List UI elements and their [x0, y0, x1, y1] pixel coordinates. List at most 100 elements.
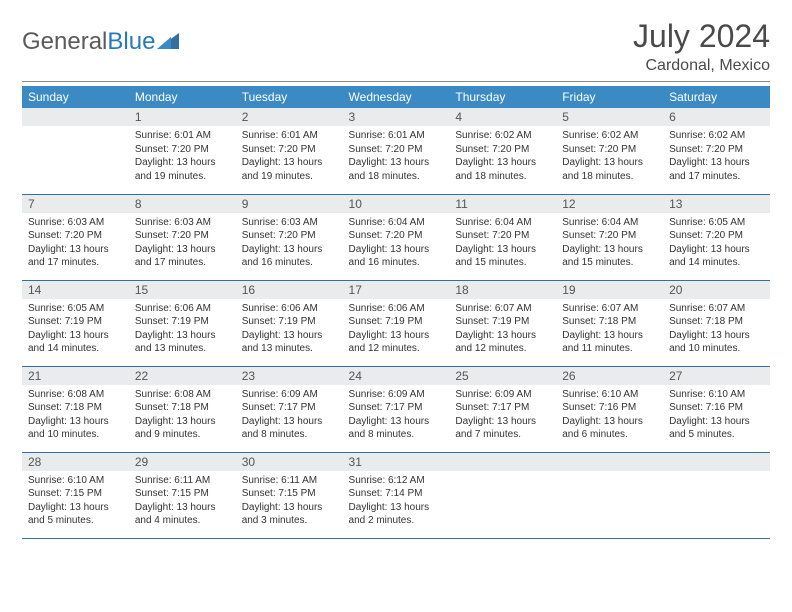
day-number: 10 [343, 195, 450, 213]
day-number: 25 [449, 367, 556, 385]
day-cell: 28Sunrise: 6:10 AMSunset: 7:15 PMDayligh… [22, 452, 129, 538]
day-text: Sunrise: 6:11 AMSunset: 7:15 PMDaylight:… [236, 471, 343, 532]
day-text: Sunrise: 6:10 AMSunset: 7:15 PMDaylight:… [22, 471, 129, 532]
day-cell: 7Sunrise: 6:03 AMSunset: 7:20 PMDaylight… [22, 194, 129, 280]
day-text: Sunrise: 6:04 AMSunset: 7:20 PMDaylight:… [449, 213, 556, 274]
day-text: Sunrise: 6:01 AMSunset: 7:20 PMDaylight:… [343, 126, 450, 187]
day-text: Sunrise: 6:04 AMSunset: 7:20 PMDaylight:… [556, 213, 663, 274]
day-line: and 12 minutes. [349, 342, 444, 356]
day-line: and 5 minutes. [28, 514, 123, 528]
day-line: and 18 minutes. [349, 170, 444, 184]
day-line: Daylight: 13 hours [242, 243, 337, 257]
col-thursday: Thursday [449, 86, 556, 108]
logo: GeneralBlue [22, 28, 179, 56]
divider [22, 81, 770, 82]
day-cell: 19Sunrise: 6:07 AMSunset: 7:18 PMDayligh… [556, 280, 663, 366]
day-line: Sunset: 7:19 PM [135, 315, 230, 329]
day-line: Sunset: 7:17 PM [455, 401, 550, 415]
day-line: Sunrise: 6:11 AM [135, 474, 230, 488]
day-line: Sunrise: 6:11 AM [242, 474, 337, 488]
day-number: 20 [663, 281, 770, 299]
day-number: 15 [129, 281, 236, 299]
day-line: and 2 minutes. [349, 514, 444, 528]
day-number: 23 [236, 367, 343, 385]
day-line: Daylight: 13 hours [135, 501, 230, 515]
location: Cardonal, Mexico [633, 57, 770, 75]
day-line: Daylight: 13 hours [455, 329, 550, 343]
day-line: and 18 minutes. [562, 170, 657, 184]
day-line: Sunset: 7:19 PM [455, 315, 550, 329]
day-line: Sunrise: 6:10 AM [669, 388, 764, 402]
day-line: Daylight: 13 hours [455, 156, 550, 170]
day-number: 26 [556, 367, 663, 385]
day-cell: 25Sunrise: 6:09 AMSunset: 7:17 PMDayligh… [449, 366, 556, 452]
day-line: Sunrise: 6:05 AM [669, 216, 764, 230]
day-cell: 2Sunrise: 6:01 AMSunset: 7:20 PMDaylight… [236, 108, 343, 194]
day-line: Sunrise: 6:01 AM [242, 129, 337, 143]
day-line: and 16 minutes. [242, 256, 337, 270]
day-line: Daylight: 13 hours [135, 415, 230, 429]
day-line: and 8 minutes. [349, 428, 444, 442]
col-saturday: Saturday [663, 86, 770, 108]
day-line: and 8 minutes. [242, 428, 337, 442]
day-line: and 9 minutes. [135, 428, 230, 442]
day-line: Sunrise: 6:08 AM [135, 388, 230, 402]
day-cell: 18Sunrise: 6:07 AMSunset: 7:19 PMDayligh… [449, 280, 556, 366]
day-cell: 14Sunrise: 6:05 AMSunset: 7:19 PMDayligh… [22, 280, 129, 366]
day-number: 7 [22, 195, 129, 213]
day-text: Sunrise: 6:06 AMSunset: 7:19 PMDaylight:… [129, 299, 236, 360]
day-line: Daylight: 13 hours [349, 501, 444, 515]
calendar-body: 1Sunrise: 6:01 AMSunset: 7:20 PMDaylight… [22, 108, 770, 538]
day-line: Sunset: 7:20 PM [349, 143, 444, 157]
day-line: Sunrise: 6:12 AM [349, 474, 444, 488]
day-line: Daylight: 13 hours [242, 156, 337, 170]
day-number: 3 [343, 108, 450, 126]
day-cell: 26Sunrise: 6:10 AMSunset: 7:16 PMDayligh… [556, 366, 663, 452]
day-line: Sunset: 7:19 PM [28, 315, 123, 329]
day-cell: 8Sunrise: 6:03 AMSunset: 7:20 PMDaylight… [129, 194, 236, 280]
day-line: and 16 minutes. [349, 256, 444, 270]
day-text: Sunrise: 6:02 AMSunset: 7:20 PMDaylight:… [449, 126, 556, 187]
day-line: and 19 minutes. [242, 170, 337, 184]
day-text [663, 471, 770, 478]
day-line: Daylight: 13 hours [135, 156, 230, 170]
day-cell: 24Sunrise: 6:09 AMSunset: 7:17 PMDayligh… [343, 366, 450, 452]
day-line: and 4 minutes. [135, 514, 230, 528]
day-line: and 15 minutes. [562, 256, 657, 270]
day-line: Sunrise: 6:06 AM [349, 302, 444, 316]
day-line: Daylight: 13 hours [669, 415, 764, 429]
day-number: 1 [129, 108, 236, 126]
day-line: Sunset: 7:15 PM [242, 487, 337, 501]
day-line: and 17 minutes. [28, 256, 123, 270]
day-line: and 11 minutes. [562, 342, 657, 356]
day-line: Sunrise: 6:09 AM [349, 388, 444, 402]
day-line: Sunset: 7:20 PM [669, 143, 764, 157]
day-line: Sunset: 7:17 PM [349, 401, 444, 415]
day-text: Sunrise: 6:05 AMSunset: 7:20 PMDaylight:… [663, 213, 770, 274]
day-line: Sunrise: 6:09 AM [242, 388, 337, 402]
day-line: Sunrise: 6:01 AM [135, 129, 230, 143]
day-number: 9 [236, 195, 343, 213]
day-line: Sunset: 7:15 PM [135, 487, 230, 501]
day-text: Sunrise: 6:09 AMSunset: 7:17 PMDaylight:… [236, 385, 343, 446]
day-number: 24 [343, 367, 450, 385]
logo-part2: Blue [107, 28, 155, 55]
day-text: Sunrise: 6:08 AMSunset: 7:18 PMDaylight:… [22, 385, 129, 446]
day-line: Sunset: 7:20 PM [455, 143, 550, 157]
day-line: and 15 minutes. [455, 256, 550, 270]
day-line: Daylight: 13 hours [28, 329, 123, 343]
day-number: 30 [236, 453, 343, 471]
day-line: and 17 minutes. [135, 256, 230, 270]
day-number: 13 [663, 195, 770, 213]
day-cell: 20Sunrise: 6:07 AMSunset: 7:18 PMDayligh… [663, 280, 770, 366]
day-line: Sunset: 7:18 PM [135, 401, 230, 415]
logo-part1: General [22, 28, 107, 55]
day-line: Sunset: 7:20 PM [242, 143, 337, 157]
day-cell: 17Sunrise: 6:06 AMSunset: 7:19 PMDayligh… [343, 280, 450, 366]
day-line: Sunrise: 6:02 AM [455, 129, 550, 143]
day-number: 5 [556, 108, 663, 126]
title-block: July 2024 Cardonal, Mexico [633, 18, 770, 75]
col-friday: Friday [556, 86, 663, 108]
day-line: and 5 minutes. [669, 428, 764, 442]
day-cell: 23Sunrise: 6:09 AMSunset: 7:17 PMDayligh… [236, 366, 343, 452]
